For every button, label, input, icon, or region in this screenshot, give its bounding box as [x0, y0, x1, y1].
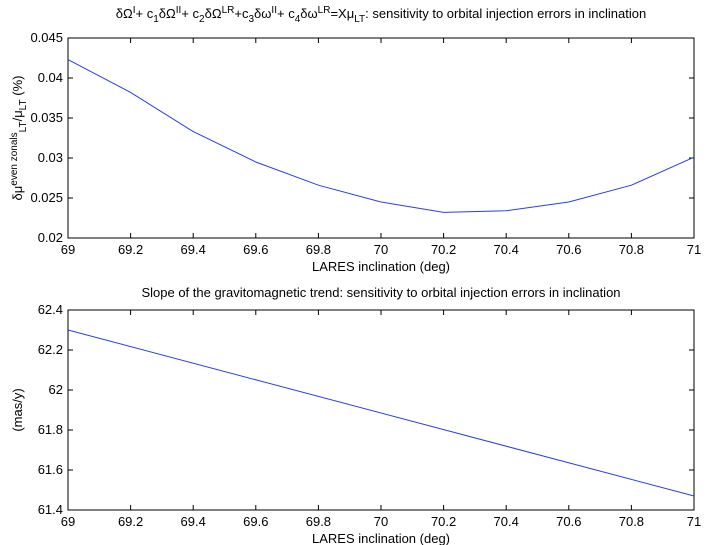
- text-part: δΩ: [116, 6, 133, 21]
- x-tick-label: 71: [687, 242, 701, 257]
- x-axis-label: LARES inclination (deg): [312, 531, 450, 545]
- text-part: Slope of the gravitomagnetic trend: sens…: [141, 285, 620, 300]
- text-part: LT: [354, 14, 365, 25]
- y-tick-label: 62.2: [38, 342, 63, 357]
- text-part: δμ: [10, 186, 25, 201]
- text-part: δΩ: [205, 6, 222, 21]
- y-tick-label: 61.8: [38, 422, 63, 437]
- y-tick-label: 61.4: [38, 502, 63, 517]
- text-part: + c: [277, 6, 295, 21]
- x-tick-label: 69.8: [306, 514, 331, 529]
- text-part: 4: [295, 14, 301, 25]
- chart-title: Slope of the gravitomagnetic trend: sens…: [141, 285, 620, 300]
- text-part: + c: [181, 6, 199, 21]
- text-part: I: [133, 5, 136, 16]
- x-tick-label: 69.6: [243, 514, 268, 529]
- y-tick-label: 61.6: [38, 462, 63, 477]
- plot-frame: [67, 37, 695, 239]
- text-part: =Xμ: [330, 6, 354, 21]
- x-tick-label: 70.6: [556, 242, 581, 257]
- x-tick-label: 70.2: [431, 242, 456, 257]
- subplot: Slope of the gravitomagnetic trend: sens…: [10, 285, 701, 545]
- x-tick-label: 70.4: [494, 514, 519, 529]
- y-tick-label: 0.04: [38, 70, 63, 85]
- text-part: even zonals: [9, 132, 20, 185]
- y-axis-label: δμeven zonalsLT/μLT (%): [9, 76, 29, 201]
- text-part: (%): [10, 76, 25, 100]
- text-part: LR: [222, 5, 235, 16]
- x-tick-label: 69.8: [306, 242, 331, 257]
- x-tick-label: 70.6: [556, 514, 581, 529]
- data-line: [67, 329, 695, 497]
- x-tick-label: 70.4: [494, 242, 519, 257]
- x-tick-label: 69.6: [243, 242, 268, 257]
- text-part: 3: [248, 14, 254, 25]
- x-tick-label: 69: [61, 242, 75, 257]
- text-part: δω: [300, 6, 317, 21]
- plot-frame: [67, 309, 695, 511]
- x-tick-label: 70: [374, 242, 388, 257]
- y-tick-label: 0.035: [30, 110, 63, 125]
- text-part: δΩ: [159, 6, 176, 21]
- y-tick-label: 62.4: [38, 302, 63, 317]
- x-tick-label: 69.2: [118, 242, 143, 257]
- x-tick-label: 69.4: [181, 514, 206, 529]
- text-part: LT: [18, 99, 29, 110]
- text-part: (mas/y): [10, 388, 25, 431]
- text-part: 1: [153, 14, 159, 25]
- chart-title: δΩI+ c1δΩII+ c2δΩLR+c3δωII+ c4δωLR=XμLT:…: [116, 5, 646, 25]
- x-tick-label: 71: [687, 514, 701, 529]
- x-tick-label: 70: [374, 514, 388, 529]
- subplot: δΩI+ c1δΩII+ c2δΩLR+c3δωII+ c4δωLR=XμLT:…: [9, 5, 701, 274]
- x-tick-label: 69.2: [118, 514, 143, 529]
- text-part: 2: [199, 14, 205, 25]
- text-part: : sensitivity to orbital injection error…: [365, 6, 646, 21]
- y-tick-label: 0.025: [30, 190, 63, 205]
- y-tick-label: 0.02: [38, 230, 63, 245]
- x-axis-label: LARES inclination (deg): [312, 259, 450, 274]
- y-tick-label: 0.03: [38, 150, 63, 165]
- x-tick-label: 69: [61, 514, 75, 529]
- x-tick-label: 70.2: [431, 514, 456, 529]
- text-part: δω: [254, 6, 271, 21]
- x-tick-label: 70.8: [619, 514, 644, 529]
- text-part: II: [271, 5, 277, 16]
- text-part: LT: [18, 121, 29, 132]
- x-tick-label: 70.8: [619, 242, 644, 257]
- text-part: /μ: [10, 110, 25, 121]
- y-tick-label: 0.045: [30, 30, 63, 45]
- x-tick-label: 69.4: [181, 242, 206, 257]
- text-part: + c: [136, 6, 154, 21]
- text-part: LR: [318, 5, 331, 16]
- y-tick-label: 62: [49, 382, 63, 397]
- y-axis-label: (mas/y): [10, 388, 25, 431]
- text-part: +c: [234, 6, 249, 21]
- text-part: II: [176, 5, 182, 16]
- data-line: [67, 59, 695, 213]
